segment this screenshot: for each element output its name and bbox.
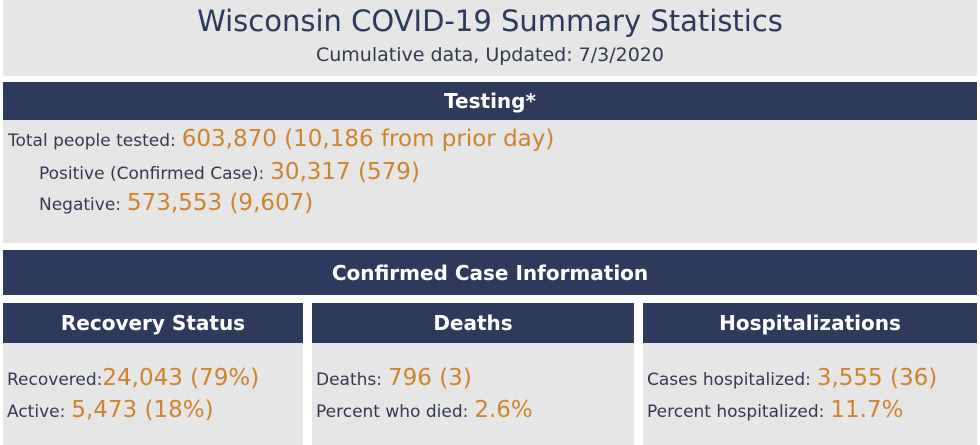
stat-label: Positive (Confirmed Case): — [39, 164, 265, 184]
stat-label: Deaths: — [316, 370, 382, 390]
stat-row: Positive (Confirmed Case): 30,317 (579) — [39, 159, 420, 185]
section-header: Confirmed Case Information — [3, 250, 977, 295]
stat-row: Recovered:24,043 (79%) — [7, 365, 259, 391]
panel-body: Recovered:24,043 (79%) Active: 5,473 (18%… — [3, 343, 303, 445]
stat-value: 5,473 (18%) — [71, 397, 214, 423]
testing-body: Total people tested: 603,870 (10,186 from… — [3, 120, 977, 243]
stat-row: Cases hospitalized: 3,555 (36) — [647, 365, 937, 391]
stat-label: Total people tested: — [8, 131, 176, 151]
panel-header: Deaths — [312, 303, 634, 343]
stat-value: 11.7% — [830, 397, 904, 423]
stat-value: 3,555 (36) — [816, 365, 938, 391]
panel-body: Cases hospitalized: 3,555 (36) Percent ho… — [643, 343, 977, 445]
panel-header: Recovery Status — [3, 303, 303, 343]
stat-label: Percent who died: — [316, 402, 469, 422]
stat-value: 24,043 (79%) — [102, 365, 260, 391]
stat-label: Active: — [7, 402, 66, 422]
stat-value: 573,553 (9,607) — [127, 190, 314, 216]
stat-label: Negative: — [39, 195, 122, 215]
stat-value: 603,870 (10,186 from prior day) — [181, 126, 555, 152]
title: Wisconsin COVID-19 Summary Statistics — [197, 4, 783, 38]
header: Wisconsin COVID-19 Summary Statistics Cu… — [3, 0, 977, 76]
stat-value: 2.6% — [474, 397, 533, 423]
panel-body: Deaths: 796 (3) Percent who died: 2.6% — [312, 343, 634, 445]
stat-label: Cases hospitalized: — [647, 370, 811, 390]
stat-row: Active: 5,473 (18%) — [7, 397, 214, 423]
stat-row: Percent hospitalized: 11.7% — [647, 397, 903, 423]
stat-value: 796 (3) — [388, 365, 472, 391]
stat-row: Percent who died: 2.6% — [316, 397, 533, 423]
stat-row: Negative: 573,553 (9,607) — [39, 190, 313, 216]
stat-row: Deaths: 796 (3) — [316, 365, 472, 391]
section-header: Testing* — [3, 82, 977, 120]
panel-header: Hospitalizations — [643, 303, 977, 343]
stat-value: 30,317 (579) — [270, 159, 420, 185]
stat-label: Percent hospitalized: — [647, 402, 825, 422]
subtitle: Cumulative data, Updated: 7/3/2020 — [315, 44, 664, 66]
stat-row: Total people tested: 603,870 (10,186 from… — [8, 126, 554, 152]
stat-label: Recovered: — [7, 370, 103, 390]
